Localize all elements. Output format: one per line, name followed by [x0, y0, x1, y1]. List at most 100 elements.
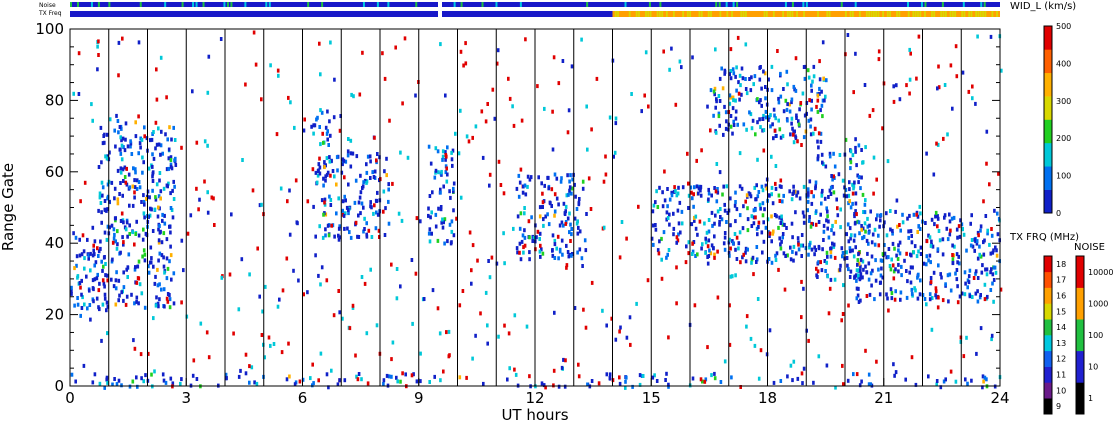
echo-point — [441, 225, 445, 230]
echo-point — [660, 276, 664, 281]
echo-point — [404, 372, 407, 377]
echo-point — [995, 248, 998, 253]
echo-point — [399, 150, 402, 155]
echo-point — [858, 231, 861, 236]
echo-point — [782, 193, 785, 198]
echo-point — [903, 258, 906, 263]
echo-point — [319, 108, 322, 113]
echo-point — [707, 254, 711, 258]
txfreq-mark — [791, 11, 794, 17]
txfreq-mark — [912, 11, 915, 17]
echo-point — [890, 296, 894, 301]
echo-point — [718, 76, 722, 81]
echo-point — [122, 285, 126, 290]
echo-point — [979, 228, 982, 233]
echo-point — [782, 109, 786, 114]
echo-point — [497, 334, 500, 339]
echo-point — [658, 239, 661, 244]
echo-point — [195, 377, 199, 381]
echo-point — [731, 241, 735, 246]
echo-point — [539, 254, 542, 259]
echo-point — [114, 278, 118, 283]
echo-point — [125, 220, 129, 225]
echo-point — [436, 238, 440, 243]
echo-point — [145, 197, 148, 201]
echo-point — [441, 157, 444, 162]
wid-colorbar-swatch — [1044, 26, 1052, 50]
echo-point — [819, 139, 823, 144]
noise-strip-label: Noise — [39, 2, 56, 9]
echo-point — [336, 168, 339, 173]
echo-point — [121, 235, 124, 240]
echo-point — [608, 376, 612, 380]
echo-point — [995, 253, 999, 258]
echo-point — [967, 280, 971, 285]
echo-point — [370, 205, 373, 210]
echo-point — [946, 132, 949, 137]
echo-point — [569, 239, 572, 243]
echo-point — [822, 76, 825, 81]
x-axis-label: UT hours — [501, 406, 568, 424]
echo-point — [752, 208, 756, 213]
echo-point — [782, 87, 785, 91]
echo-point — [155, 67, 158, 72]
echo-point — [150, 137, 154, 142]
echo-point — [947, 299, 950, 304]
echo-point — [710, 243, 714, 248]
echo-point — [730, 375, 733, 380]
txfreq-mark — [944, 11, 947, 17]
echo-point — [138, 185, 142, 190]
txfreq-colorbar-tick-label: 15 — [1056, 307, 1066, 316]
echo-point — [839, 207, 842, 212]
echo-point — [908, 77, 912, 82]
echo-point — [155, 295, 158, 300]
txfreq-mark — [877, 11, 880, 17]
echo-point — [821, 247, 824, 252]
echo-point — [248, 272, 251, 277]
echo-point — [827, 219, 830, 224]
echo-point — [161, 212, 164, 217]
echo-point — [93, 263, 96, 268]
echo-point — [471, 135, 474, 140]
echo-point — [260, 202, 263, 207]
echo-point — [524, 192, 528, 197]
echo-point — [168, 305, 172, 310]
echo-point — [565, 263, 569, 268]
echo-point — [169, 155, 173, 160]
echo-point — [332, 115, 336, 120]
echo-point — [776, 49, 779, 53]
echo-point — [984, 267, 987, 272]
echo-point — [503, 261, 506, 266]
echo-point — [745, 324, 748, 329]
echo-point — [939, 385, 943, 390]
echo-point — [429, 215, 432, 220]
echo-point — [496, 48, 500, 53]
echo-point — [454, 131, 457, 136]
echo-point — [618, 375, 621, 380]
echo-point — [772, 136, 775, 141]
echo-point — [133, 242, 136, 247]
echo-point — [894, 289, 897, 294]
echo-point — [338, 224, 341, 229]
echo-point — [530, 215, 533, 220]
echo-point — [677, 221, 681, 226]
echo-point — [158, 224, 161, 228]
echo-point — [968, 268, 972, 273]
txfreq-colorbar-tick-label: 14 — [1056, 323, 1066, 332]
echo-point — [112, 236, 116, 241]
echo-point — [949, 63, 953, 68]
echo-point — [826, 214, 829, 219]
echo-point — [383, 169, 386, 174]
echo-point — [792, 189, 796, 194]
echo-point — [150, 256, 153, 261]
echo-point — [528, 250, 531, 255]
echo-point — [631, 384, 634, 389]
echo-point — [716, 295, 720, 300]
echo-point — [714, 105, 717, 110]
echo-point — [810, 98, 813, 103]
echo-point — [784, 98, 788, 103]
echo-point — [832, 190, 836, 195]
echo-point — [755, 260, 758, 264]
echo-point — [861, 275, 864, 280]
